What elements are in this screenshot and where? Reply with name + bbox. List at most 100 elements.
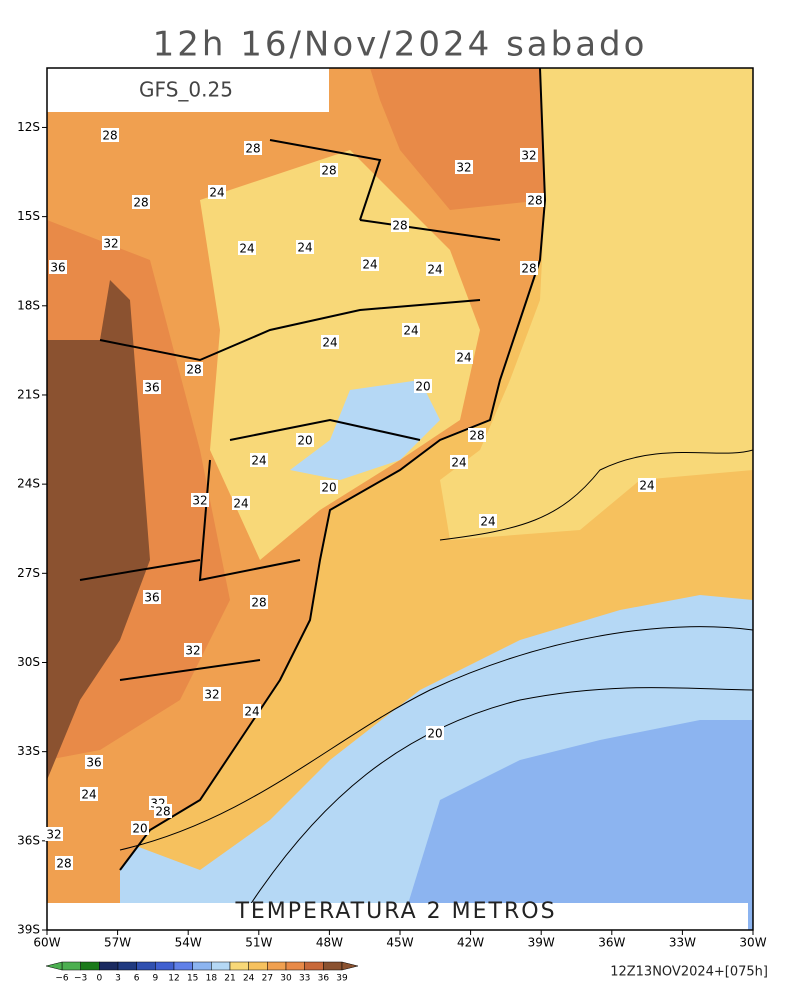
x-tick-label: 60W bbox=[33, 936, 60, 950]
contour-label-bg bbox=[414, 379, 432, 393]
hot-area bbox=[370, 68, 545, 210]
contour-label: 24 bbox=[251, 454, 266, 468]
colorbar-label: 30 bbox=[280, 974, 292, 984]
contour-label: 28 bbox=[186, 363, 201, 377]
contour-label: 24 bbox=[362, 258, 377, 272]
contour-label: 24 bbox=[451, 456, 466, 470]
contour-label-bg bbox=[426, 726, 444, 740]
contour-label: 24 bbox=[403, 324, 418, 338]
contour-label: 24 bbox=[639, 479, 654, 493]
contour-label: 20 bbox=[297, 434, 312, 448]
contour-label-bg bbox=[426, 262, 444, 276]
contour-label: 24 bbox=[81, 788, 96, 802]
x-tick-label: 54W bbox=[175, 936, 202, 950]
contour-label-bg bbox=[402, 323, 420, 337]
contour-label-bg bbox=[208, 185, 226, 199]
x-tick-label: 48W bbox=[316, 936, 343, 950]
contour-label: 28 bbox=[521, 262, 536, 276]
contour-label-bg bbox=[250, 595, 268, 609]
contour-label-bg bbox=[132, 195, 150, 209]
contour-label-bg bbox=[455, 160, 473, 174]
colorbar-segment bbox=[211, 961, 231, 971]
colorbar-label: 33 bbox=[299, 974, 310, 984]
y-tick-label: 24S bbox=[17, 477, 40, 491]
colorbar-label: 9 bbox=[152, 974, 158, 984]
colorbar-segment bbox=[267, 961, 287, 971]
cold-ocean bbox=[400, 720, 753, 930]
coastline bbox=[119, 68, 547, 871]
contour-line bbox=[119, 626, 753, 851]
contour-line bbox=[439, 449, 753, 541]
contour-label-bg bbox=[520, 261, 538, 275]
contour-label-bg bbox=[450, 455, 468, 469]
contour-label-bg bbox=[203, 687, 221, 701]
run-label: 12Z13NOV2024+[075h] bbox=[610, 965, 768, 980]
colorbar-segment bbox=[155, 961, 175, 971]
contour-label-bg bbox=[191, 493, 209, 507]
x-tick-label: 57W bbox=[104, 936, 131, 950]
contour-label: 36 bbox=[144, 381, 159, 395]
contour-label: 32 bbox=[456, 161, 471, 175]
contour-label: 28 bbox=[155, 805, 170, 819]
model-label: GFS_0.25 bbox=[139, 78, 233, 102]
colorbar-segment bbox=[117, 961, 137, 971]
x-tick-label: 42W bbox=[457, 936, 484, 950]
y-tick-label: 39S bbox=[17, 923, 40, 937]
y-tick-label: 33S bbox=[17, 744, 40, 758]
contour-label-bg bbox=[102, 236, 120, 250]
x-tick-label: 36W bbox=[598, 936, 625, 950]
contour-label: 20 bbox=[321, 481, 336, 495]
contour-label: 32 bbox=[192, 494, 207, 508]
colorbar-segment bbox=[192, 961, 212, 971]
contour-label: 32 bbox=[521, 149, 536, 163]
contour-label-bg bbox=[243, 704, 261, 718]
contour-label: 28 bbox=[392, 219, 407, 233]
colorbar-segment bbox=[136, 961, 156, 971]
contour-label: 32 bbox=[46, 828, 61, 842]
contour-label-bg bbox=[638, 478, 656, 492]
colorbar-label: 27 bbox=[262, 974, 273, 984]
contour-label: 24 bbox=[239, 242, 254, 256]
contour-label-bg bbox=[321, 335, 339, 349]
contour-label: 36 bbox=[50, 261, 65, 275]
contour-label: 20 bbox=[132, 822, 147, 836]
colorbar-label: 3 bbox=[115, 974, 121, 984]
colorbar-label: 36 bbox=[318, 974, 330, 984]
colorbar-segment bbox=[229, 961, 249, 971]
contour-label-bg bbox=[49, 260, 67, 274]
y-tick-label: 15S bbox=[17, 209, 40, 223]
contour-label: 28 bbox=[321, 164, 336, 178]
colorbar-segment bbox=[304, 961, 324, 971]
x-tick-label: 33W bbox=[669, 936, 696, 950]
contour-label-bg bbox=[154, 804, 172, 818]
colorbar-label: 39 bbox=[336, 974, 348, 984]
contour-label-bg bbox=[479, 514, 497, 528]
contour-label-bg bbox=[45, 827, 63, 841]
label-box bbox=[47, 68, 329, 112]
x-tick-label: 45W bbox=[386, 936, 413, 950]
contour-label-bg bbox=[361, 257, 379, 271]
contour-label-bg bbox=[520, 148, 538, 162]
contour-label: 24 bbox=[322, 336, 337, 350]
y-tick-label: 18S bbox=[17, 298, 40, 312]
contour-label: 20 bbox=[427, 727, 442, 741]
cool-area bbox=[290, 380, 440, 480]
contour-label-bg bbox=[526, 193, 544, 207]
contour-label-bg bbox=[296, 433, 314, 447]
contour-label: 24 bbox=[480, 515, 495, 529]
contour-label: 24 bbox=[244, 705, 259, 719]
title: 12h 16/Nov/2024 sabado bbox=[153, 25, 648, 65]
contour-label: 24 bbox=[456, 351, 471, 365]
x-tick-label: 30W bbox=[739, 936, 766, 950]
mild-area bbox=[200, 150, 480, 560]
contour-label-bg bbox=[80, 787, 98, 801]
colorbar-arrow bbox=[45, 961, 63, 971]
contour-label-bg bbox=[143, 380, 161, 394]
colorbar-segment bbox=[323, 961, 343, 971]
contour-label: 36 bbox=[144, 591, 159, 605]
field bbox=[47, 68, 753, 930]
colorbar-segment bbox=[248, 961, 268, 971]
contour-label: 32 bbox=[185, 644, 200, 658]
contour-label: 28 bbox=[133, 196, 148, 210]
